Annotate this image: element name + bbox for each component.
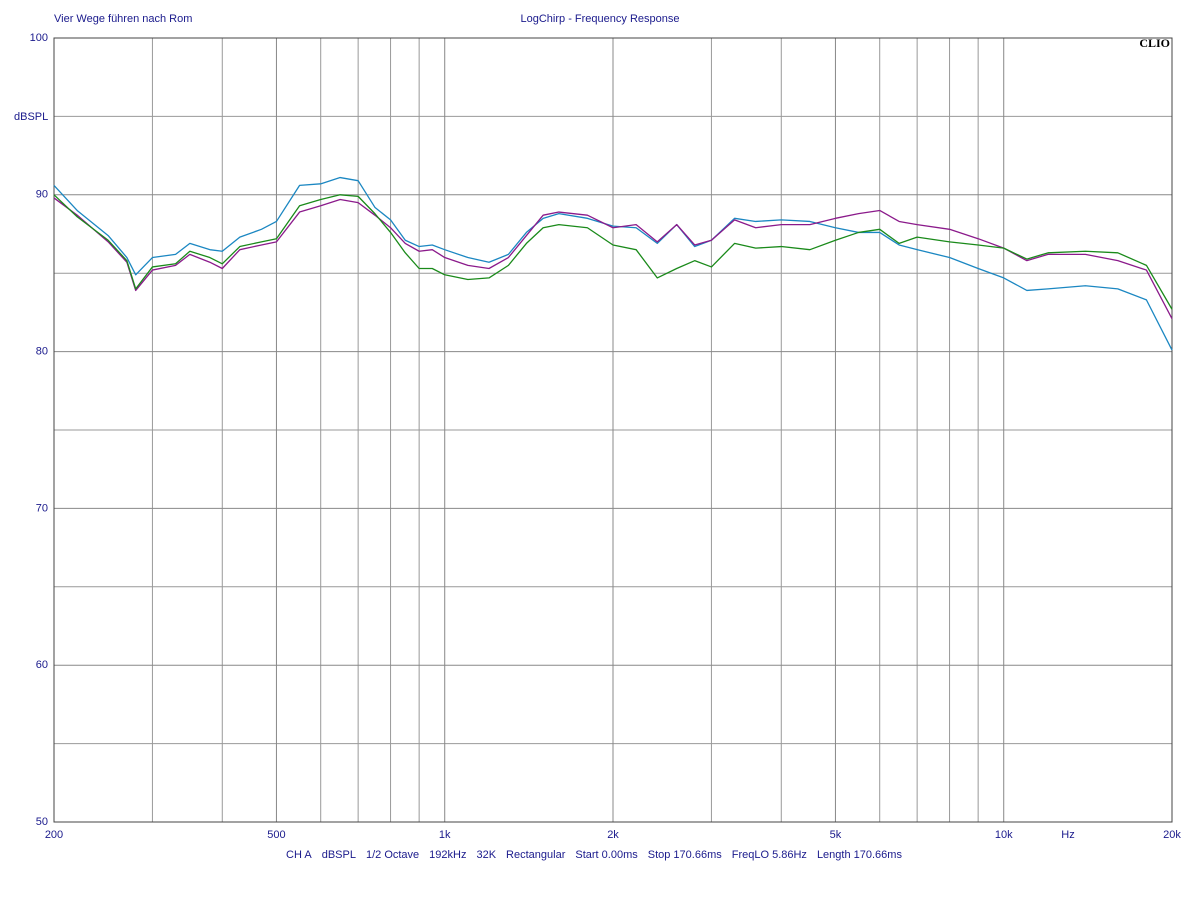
x-tick-label: 1k: [439, 829, 451, 841]
chart-title: LogChirp - Frequency Response: [521, 13, 680, 25]
x-axis-label: Hz: [1061, 829, 1074, 841]
footer-item: dBSPL: [322, 849, 356, 861]
y-tick-label: 70: [36, 502, 48, 514]
x-tick-label: 500: [267, 829, 285, 841]
y-tick-label: 60: [36, 659, 48, 671]
footer-item: CH A: [286, 849, 312, 861]
y-tick-label: 50: [36, 816, 48, 828]
x-tick-label: 5k: [830, 829, 842, 841]
footer-item: 192kHz: [429, 849, 466, 861]
x-tick-label: 200: [45, 829, 63, 841]
x-tick-label: 2k: [607, 829, 619, 841]
x-tick-label: 20k: [1163, 829, 1181, 841]
series-line: [53, 194, 1173, 310]
y-tick-label: 80: [36, 346, 48, 358]
chart-subtitle: Vier Wege führen nach Rom: [54, 13, 192, 25]
footer-item: Start 0.00ms: [575, 849, 638, 861]
footer-item: Length 170.66ms: [817, 849, 903, 861]
footer-item: FreqLO 5.86Hz: [732, 849, 807, 861]
series-line: [53, 197, 1173, 319]
footer-item: Stop 170.66ms: [648, 849, 722, 861]
footer-item: Rectangular: [506, 849, 566, 861]
y-tick-label: 90: [36, 189, 48, 201]
y-axis-label: dBSPL: [14, 111, 48, 123]
y-tick-label: 100: [30, 32, 48, 44]
footer-item: 32K: [476, 849, 496, 861]
x-tick-label: 10k: [995, 829, 1013, 841]
plot-frame: [53, 37, 1173, 823]
footer: CH A dBSPL 1/2 Octave 192kHz 32K Rectangular S…: [286, 849, 902, 861]
footer-item: 1/2 Octave: [366, 849, 419, 861]
brand: CLIO: [1139, 36, 1170, 50]
